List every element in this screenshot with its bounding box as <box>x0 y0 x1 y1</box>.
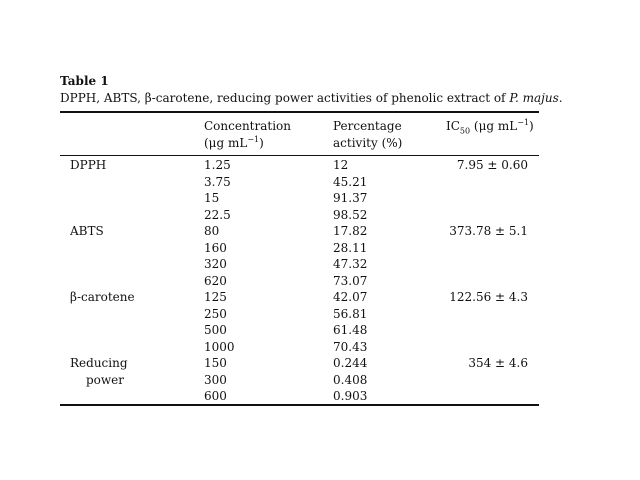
percentage-cell: 56.81 <box>333 306 368 321</box>
table-row: 620 73.07 <box>0 273 640 289</box>
concentration-cell: 80 <box>204 224 220 238</box>
concentration-cell: 15 <box>204 191 220 205</box>
bottom-rule <box>60 404 539 406</box>
row-label: ABTS <box>70 224 104 238</box>
percentage-cell: 73.07 <box>333 273 368 288</box>
table-row: power 300 0.408 <box>0 372 640 388</box>
table-row: 320 47.32 <box>0 256 640 272</box>
percentage-cell: 47.32 <box>333 257 368 271</box>
concentration-cell: 250 <box>204 306 227 321</box>
header-percentage-line1: Percentage <box>333 119 402 133</box>
table-row: 22.5 98.52 <box>0 207 640 223</box>
caption-species: P. majus <box>509 91 559 105</box>
table-row: 15 91.37 <box>0 190 640 206</box>
table-row: 160 28.11 <box>0 240 640 256</box>
ic50-sub: 50 <box>459 126 471 136</box>
percentage-cell: 28.11 <box>333 240 368 255</box>
concentration-cell: 22.5 <box>204 207 231 222</box>
table-row: 3.75 45.21 <box>0 174 640 190</box>
header-percentage: Percentage activity (%) <box>333 118 402 152</box>
header-percentage-line2: activity (%) <box>333 136 403 150</box>
percentage-cell: 42.07 <box>333 290 368 304</box>
ic50-close: ) <box>529 119 534 133</box>
concentration-cell: 160 <box>204 240 227 255</box>
table-row: ABTS 80 17.82 373.78 ± 5.1 <box>0 223 640 239</box>
percentage-cell: 98.52 <box>333 207 368 222</box>
concentration-cell: 320 <box>204 257 227 271</box>
concentration-cell: 620 <box>204 273 227 288</box>
concentration-cell: 1.25 <box>204 158 231 172</box>
percentage-cell: 0.408 <box>333 372 368 387</box>
table-row: Reducing 150 0.244 354 ± 4.6 <box>0 355 640 371</box>
ic50-cell: 122.56 ± 4.3 <box>449 290 528 304</box>
row-label: Reducing <box>70 356 128 370</box>
header-ic50: IC50 (μg mL−1) <box>446 118 534 135</box>
ic50-cell: 354 ± 4.6 <box>468 356 528 370</box>
table-row: DPPH 1.25 12 7.95 ± 0.60 <box>0 157 640 173</box>
percentage-cell: 91.37 <box>333 191 368 205</box>
table-row: 1000 70.43 <box>0 339 640 355</box>
ic50-unit: (μg mL <box>470 119 518 133</box>
percentage-cell: 45.21 <box>333 174 368 189</box>
concentration-cell: 500 <box>204 323 227 337</box>
table-row: β-carotene 125 42.07 122.56 ± 4.3 <box>0 289 640 305</box>
percentage-cell: 70.43 <box>333 339 368 354</box>
concentration-unit-exp: −1 <box>247 135 260 144</box>
concentration-cell: 600 <box>204 389 227 403</box>
concentration-close: ) <box>259 136 264 150</box>
concentration-cell: 125 <box>204 290 227 304</box>
top-rule <box>60 111 539 113</box>
concentration-cell: 150 <box>204 356 227 370</box>
row-label: β-carotene <box>70 290 135 304</box>
percentage-cell: 61.48 <box>333 323 368 337</box>
table-row: 250 56.81 <box>0 306 640 322</box>
percentage-cell: 0.903 <box>333 389 368 403</box>
header-concentration-line2: (μg mL−1) <box>204 135 291 152</box>
row-label: power <box>86 372 125 387</box>
table-row: 500 61.48 <box>0 322 640 338</box>
percentage-cell: 0.244 <box>333 356 368 370</box>
header-concentration: Concentration (μg mL−1) <box>204 118 291 152</box>
caption-suffix: . <box>558 91 563 105</box>
percentage-cell: 12 <box>333 158 349 172</box>
ic50-exp: −1 <box>517 118 530 127</box>
ic50-cell: 373.78 ± 5.1 <box>449 224 528 238</box>
percentage-cell: 17.82 <box>333 224 368 238</box>
header-concentration-line1: Concentration <box>204 119 292 133</box>
ic50-cell: 7.95 ± 0.60 <box>456 158 528 172</box>
ic50-ic: IC <box>446 119 460 133</box>
table-caption: DPPH, ABTS, β-carotene, reducing power a… <box>60 91 563 105</box>
row-label: DPPH <box>70 158 107 172</box>
header-rule <box>60 155 539 156</box>
concentration-cell: 1000 <box>204 339 235 354</box>
concentration-unit: (μg mL <box>204 136 248 150</box>
table-row: 600 0.903 <box>0 388 640 404</box>
table-title: Table 1 <box>60 74 109 88</box>
caption-prefix: DPPH, ABTS, β-carotene, reducing power a… <box>60 91 510 105</box>
concentration-cell: 300 <box>204 372 227 387</box>
concentration-cell: 3.75 <box>204 174 231 189</box>
